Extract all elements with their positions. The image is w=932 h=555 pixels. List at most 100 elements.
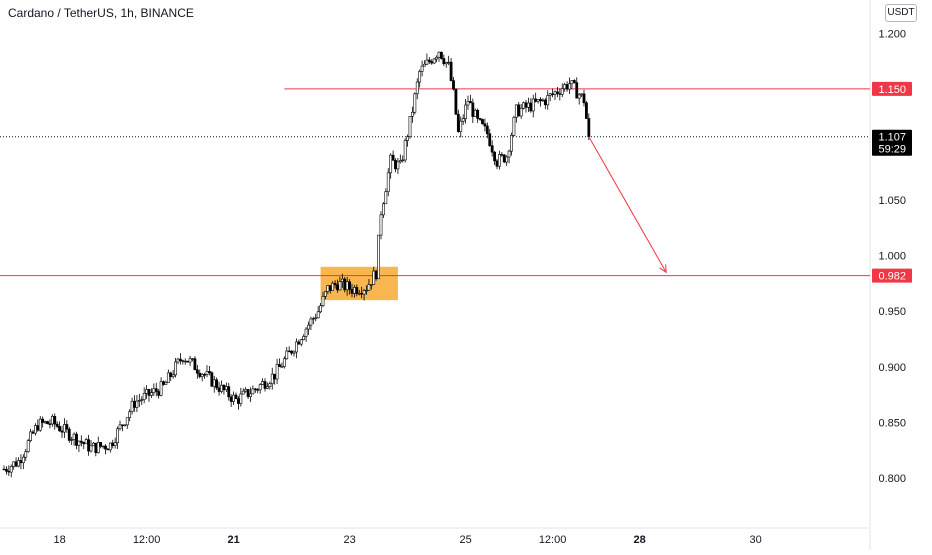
candle-body (181, 360, 185, 362)
candle-body (546, 95, 550, 106)
candle-body (210, 372, 214, 387)
candle-body (418, 71, 422, 83)
candle-body (543, 99, 547, 106)
candle-body (208, 371, 211, 373)
candle-body (14, 461, 18, 467)
candle-body (179, 358, 182, 362)
candle-body (147, 389, 151, 396)
candle-body (519, 107, 523, 117)
candle-body (529, 102, 533, 112)
candle-body (246, 389, 250, 397)
candle-body (444, 62, 448, 65)
candle-body (261, 381, 264, 385)
candle-body (253, 388, 257, 391)
price-tick-label: 0.900 (878, 362, 906, 374)
candle-body (21, 456, 25, 464)
candle-body (166, 372, 170, 383)
candle-body (353, 287, 356, 294)
candle-body (408, 115, 412, 138)
time-tick-label: 12:00 (133, 534, 161, 546)
countdown-label: 59:29 (878, 144, 906, 156)
candle-body (263, 381, 267, 389)
candle-body (551, 93, 554, 95)
candle-body (328, 285, 332, 291)
candle-body (256, 389, 260, 391)
candle-body (386, 172, 390, 192)
candle-body (108, 442, 112, 451)
candle-body (440, 51, 443, 59)
candle-body (565, 84, 569, 90)
candle-body (442, 58, 446, 65)
candle-body (548, 93, 552, 96)
candle-body (425, 59, 429, 65)
candle-body (270, 373, 274, 385)
candle-body (174, 361, 177, 376)
candle-body (483, 123, 487, 127)
candle-body (377, 234, 380, 280)
current-price-label: 1.107 (878, 132, 906, 144)
candle-body (101, 445, 105, 448)
candle-body (389, 154, 393, 174)
candle-body (307, 324, 310, 330)
candle-body (7, 470, 11, 473)
candle-body (63, 424, 66, 433)
candle-body (582, 93, 586, 104)
candle-body (447, 61, 451, 64)
candle-body (360, 293, 364, 295)
candle-body (292, 351, 296, 354)
candle-body (357, 293, 361, 295)
candle-body (338, 281, 342, 291)
candle-body (295, 341, 298, 353)
candle-body (224, 386, 228, 391)
candle-body (437, 51, 441, 58)
currency-selector[interactable]: USDT (885, 4, 917, 22)
price-tick-label: 1.000 (878, 251, 906, 263)
candle-body (150, 392, 153, 396)
candle-body (577, 94, 581, 99)
candle-body (454, 88, 458, 115)
candle-body (176, 358, 180, 363)
candle-body (273, 373, 277, 380)
candle-body (382, 203, 385, 216)
candle-body (340, 278, 344, 282)
candle-body (585, 102, 588, 119)
candle-body (374, 270, 378, 280)
candle-body (568, 83, 571, 90)
candle-body (188, 358, 192, 363)
candle-body (135, 400, 139, 408)
time-tick-label: 25 (459, 534, 471, 546)
candle-body (77, 440, 81, 446)
candle-body (398, 160, 402, 163)
candle-body (541, 99, 545, 102)
candle-body (157, 391, 161, 396)
candle-body (575, 82, 579, 99)
candle-body (121, 424, 124, 426)
candle-body (220, 384, 223, 392)
candle-body (423, 63, 426, 67)
candle-body (89, 445, 93, 452)
candle-body (237, 398, 240, 404)
chart-title: Cardano / TetherUS, 1h, BINANCE (8, 6, 194, 20)
candle-body (401, 159, 405, 162)
candle-body (384, 191, 388, 205)
candle-body (510, 135, 513, 152)
candle-body (84, 439, 88, 445)
candle-body (130, 400, 134, 412)
candle-body (128, 411, 132, 418)
candle-body (34, 425, 37, 434)
candle-body (432, 58, 436, 64)
time-tick-label: 23 (343, 534, 355, 546)
candle-body (505, 156, 509, 163)
candle-body (287, 350, 291, 353)
candle-body (258, 384, 262, 391)
candle-body (118, 424, 122, 430)
candle-body (12, 461, 16, 467)
candle-body (563, 84, 567, 90)
candle-body (104, 445, 107, 450)
time-tick-label: 30 (749, 534, 761, 546)
candle-body (280, 366, 284, 368)
candle-body (411, 111, 414, 117)
candle-body (485, 125, 489, 135)
